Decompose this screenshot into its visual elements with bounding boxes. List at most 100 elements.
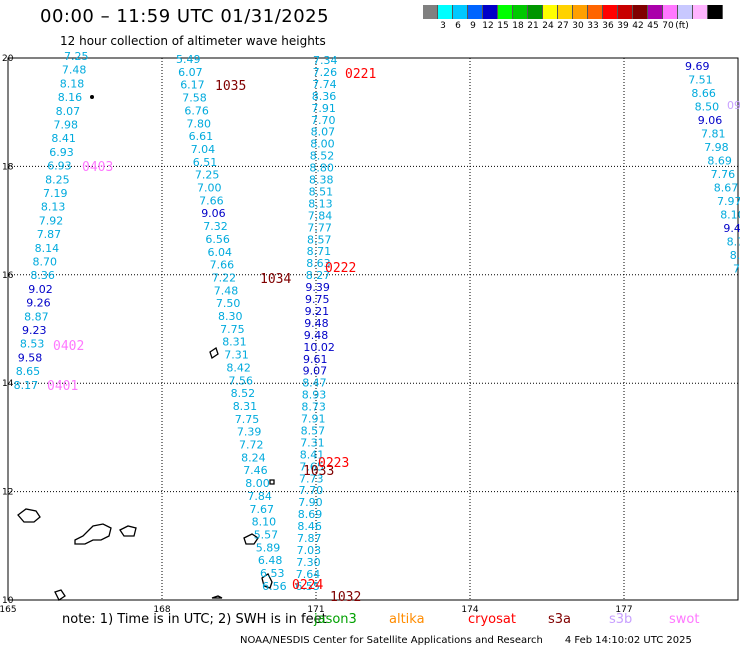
track-value: 9.43 [723, 222, 740, 235]
longitude-label: 165 [0, 605, 17, 615]
scale-swatch [588, 5, 603, 19]
track-value: 7.77 [307, 221, 332, 234]
track-value: 9.69 [685, 60, 710, 73]
track-value: 9.07 [303, 365, 328, 378]
track-value: 7.04 [191, 143, 216, 156]
track-value: 7.39 [237, 426, 262, 439]
track-value: 8.25 [45, 173, 70, 186]
track-value: 8.80 [309, 162, 334, 175]
track-value: 8.66 [691, 87, 716, 100]
scale-swatch [558, 5, 573, 19]
latitude-label: 18 [2, 162, 14, 172]
track-value: 7.25 [195, 169, 220, 182]
island-outline [119, 525, 137, 537]
track-value: 7.70 [299, 484, 324, 497]
satellite-legend-item: swot [669, 612, 700, 627]
track-value: 8.36 [30, 269, 55, 282]
track-value: 6.93 [49, 146, 74, 159]
track-value: 7.32 [203, 220, 228, 233]
track-value: 9.23 [22, 324, 47, 337]
map-title: 00:00 – 11:59 UTC 01/31/2025 [40, 6, 330, 27]
scale-swatch [633, 5, 648, 19]
track-value: 7.56 [229, 374, 254, 387]
track-value: 9.02 [28, 283, 53, 296]
track-value: 8.46 [297, 520, 322, 533]
track-value: 8.50 [695, 101, 720, 114]
latitude-label: 14 [2, 379, 14, 389]
track-value: 8.47 [302, 377, 327, 390]
island-outline [269, 479, 275, 485]
scale-tick-label: 21 [527, 21, 539, 31]
track-value: 8.70 [33, 256, 58, 269]
pass-label: 1033 [303, 464, 334, 479]
track-value: 9.61 [303, 353, 328, 366]
track-value: 7.75 [235, 413, 259, 426]
track-value: 9.48 [304, 317, 329, 330]
track-value: 7.67 [250, 503, 275, 516]
island-dot [90, 95, 94, 99]
satellite-legend-item: altika [389, 612, 425, 627]
track-value: 8.69 [707, 155, 732, 168]
track-value: 8.30 [218, 310, 243, 323]
scale-swatch [453, 5, 468, 19]
map-subtitle: 12 hour collection of altimeter wave hei… [60, 34, 326, 48]
track-value: 7.00 [197, 182, 222, 195]
track-value: 8.00 [310, 138, 335, 151]
track-value: 8.36 [312, 90, 337, 103]
scale-swatch [573, 5, 588, 19]
track-value: 8.57 [301, 424, 326, 437]
track-value: 7.87 [297, 532, 322, 545]
track-value: 9.21 [305, 305, 330, 318]
track-value: 9.26 [26, 297, 51, 310]
track-value: 8.71 [307, 245, 332, 258]
pass-label: 0403 [82, 160, 113, 175]
pass-label: 0222 [325, 261, 356, 276]
scale-tick-label: 27 [557, 21, 569, 31]
track-value: 8.07 [56, 105, 81, 118]
track-value: 8.14 [35, 242, 60, 255]
track-value: 7.73 [299, 472, 324, 485]
track-value: 8.63 [306, 257, 331, 270]
track-value: 8.18 [60, 77, 85, 90]
track-value: 8.17 [14, 379, 39, 392]
track-value: 7.30 [296, 556, 321, 569]
pass-label: 0402 [53, 339, 84, 354]
track-value: 10.02 [303, 341, 335, 354]
track-value: 7.66 [199, 194, 224, 207]
latitude-label: 10 [2, 596, 14, 606]
latitude-label: 12 [2, 488, 13, 498]
scale-swatch [618, 5, 633, 19]
track-value: 7.84 [308, 209, 333, 222]
island-outline [209, 346, 219, 360]
track-value: 6.48 [258, 554, 283, 567]
scale-swatch [513, 5, 528, 19]
latitude-label: 16 [2, 271, 14, 281]
footer-credit: NOAA/NESDIS Center for Satellite Applica… [240, 635, 714, 646]
island-outline [211, 595, 223, 599]
track-value: 7.25 [64, 50, 89, 63]
pass-label: 0223 [318, 456, 349, 471]
track-value: 9.39 [305, 281, 330, 294]
track-value: 6.55 [295, 580, 320, 593]
track-value: 7.70 [311, 114, 336, 127]
track-value: 9.06 [201, 207, 226, 220]
scale-tick-label: 33 [587, 21, 599, 31]
track-value: 7.65 [299, 460, 324, 473]
satellite-legend-item: cryosat [468, 612, 516, 627]
satellite-legend-item: s3a [548, 612, 572, 627]
track-value: 7.31 [300, 436, 325, 449]
scale-tick-label: 30 [572, 21, 584, 31]
track-value: 6.61 [189, 130, 214, 143]
track-value: 7.92 [39, 214, 64, 227]
timestamp-text: 4 Feb 14:10:02 UTC 2025 [564, 635, 692, 646]
track-partial-label: 09 [727, 99, 740, 112]
pass-label: 0224 [292, 578, 323, 593]
track-value: 7.51 [688, 74, 713, 87]
pass-label: 0221 [345, 67, 376, 82]
track-value: 7.84 [247, 490, 272, 503]
island-outline [261, 573, 273, 589]
track-value: 7.58 [182, 92, 207, 105]
track-value: 5.89 [256, 541, 280, 554]
track-value: 8.69 [298, 508, 323, 521]
map-frame [7, 57, 739, 601]
